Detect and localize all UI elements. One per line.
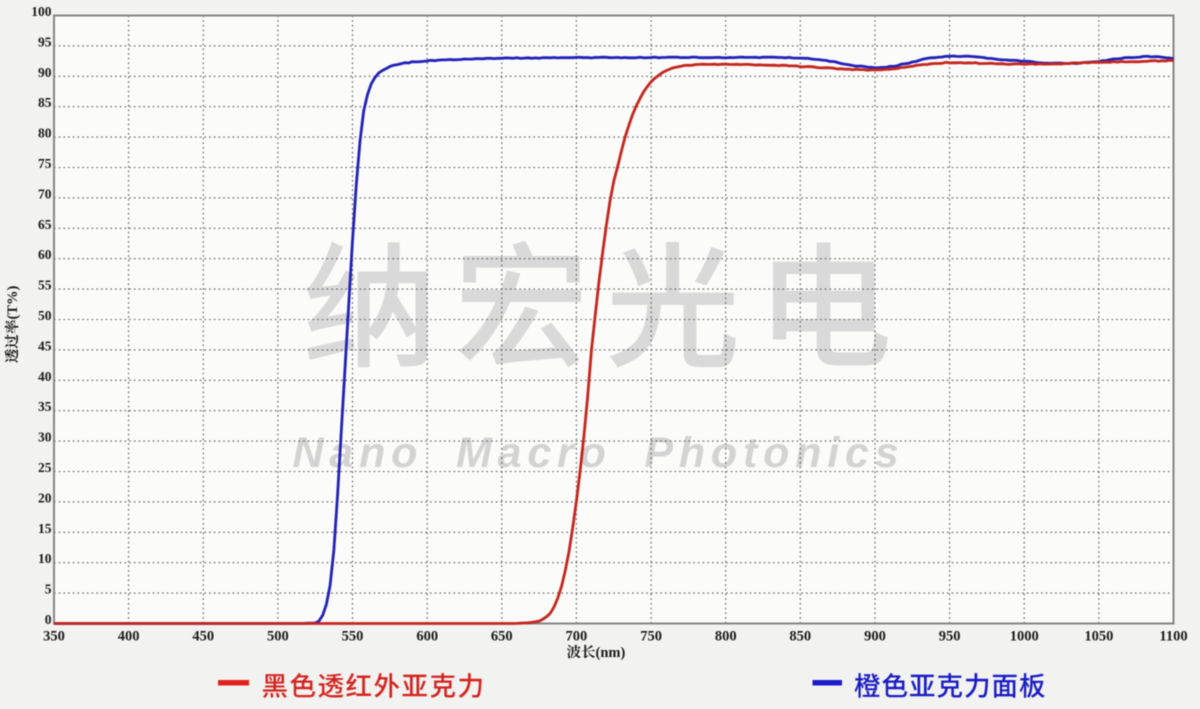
svg-text:350: 350 [43,629,65,645]
svg-text:20: 20 [38,490,52,505]
svg-text:5: 5 [45,582,52,597]
svg-text:(nm): (nm) [596,645,626,661]
svg-text:Nano Macro Photonics: Nano Macro Photonics [293,429,905,477]
svg-text:90: 90 [38,65,52,80]
svg-text:75: 75 [38,156,52,171]
svg-text:25: 25 [38,460,52,475]
svg-text:95: 95 [38,34,52,49]
svg-text:400: 400 [118,629,140,645]
svg-text:10: 10 [38,551,52,566]
svg-text:45: 45 [38,338,52,353]
svg-text:85: 85 [38,95,52,110]
svg-text:550: 550 [342,629,364,645]
svg-text:450: 450 [192,629,214,645]
svg-text:850: 850 [789,629,811,645]
svg-text:1100: 1100 [1159,629,1187,645]
svg-text:60: 60 [38,247,52,262]
svg-text:30: 30 [38,430,52,445]
svg-text:600: 600 [416,629,438,645]
svg-text:1000: 1000 [1010,629,1039,645]
svg-text:800: 800 [715,629,737,645]
svg-text:500: 500 [267,629,289,645]
svg-text:35: 35 [38,399,52,414]
svg-text:40: 40 [38,369,52,384]
svg-text:15: 15 [38,521,52,536]
svg-text:70: 70 [38,186,52,201]
svg-text:1050: 1050 [1084,629,1113,645]
svg-text:(T%): (T%) [5,286,21,320]
svg-text:80: 80 [38,126,52,141]
svg-text:55: 55 [38,278,52,293]
svg-text:100: 100 [31,4,52,19]
svg-text:0: 0 [45,612,52,627]
svg-text:650: 650 [491,629,513,645]
svg-text:950: 950 [939,629,961,645]
svg-text:700: 700 [566,629,588,645]
svg-text:750: 750 [640,629,662,645]
svg-text:50: 50 [38,308,52,323]
svg-text:900: 900 [864,629,886,645]
svg-text:65: 65 [38,217,52,232]
